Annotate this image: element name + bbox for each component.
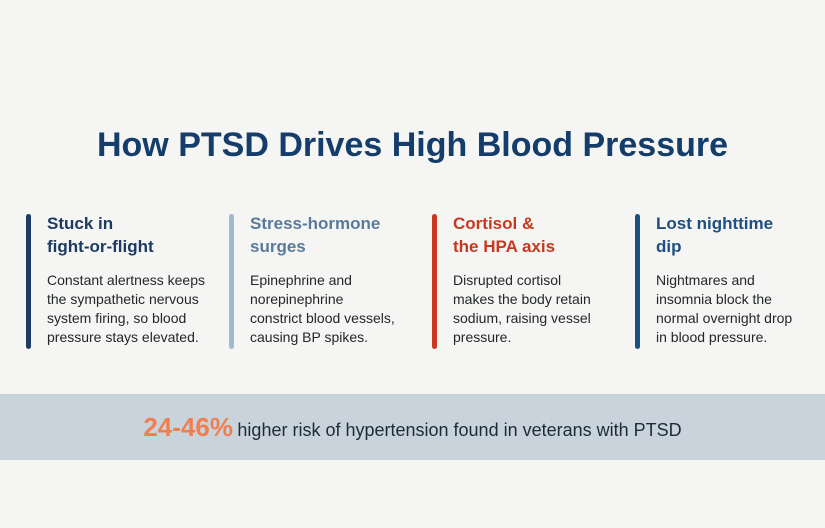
body-line: pressure stays elevated. bbox=[47, 329, 199, 345]
body-line: sodium, raising vessel bbox=[453, 310, 591, 326]
accent-bar bbox=[432, 214, 437, 349]
heading-line: the HPA axis bbox=[453, 237, 556, 256]
stat-figure: 24-46% bbox=[143, 412, 233, 442]
heading-line: Stuck in bbox=[47, 214, 114, 233]
body-line: Constant alertness keeps bbox=[47, 272, 205, 288]
body-line: in blood pressure. bbox=[656, 329, 768, 345]
column-body: Disrupted cortisol makes the body retain s… bbox=[453, 271, 591, 347]
column: Cortisol & the HPA axis Disrupted cortisol… bbox=[432, 214, 622, 349]
accent-bar bbox=[26, 214, 31, 349]
column-heading: Lost nighttime dip bbox=[656, 212, 773, 258]
body-line: causing BP spikes. bbox=[250, 329, 369, 345]
body-line: constrict blood vessels, bbox=[250, 310, 395, 326]
stat-band: 24-46% higher risk of hypertension found… bbox=[0, 394, 825, 460]
heading-line: Cortisol & bbox=[453, 214, 535, 233]
body-line: norepinephrine bbox=[250, 291, 344, 307]
column-heading: Cortisol & the HPA axis bbox=[453, 212, 555, 258]
heading-line: dip bbox=[656, 237, 682, 256]
column-heading: Stuck in fight-or-flight bbox=[47, 212, 154, 258]
body-line: Disrupted cortisol bbox=[453, 272, 562, 288]
accent-bar bbox=[635, 214, 640, 349]
heading-line: surges bbox=[250, 237, 306, 256]
body-line: makes the body retain bbox=[453, 291, 591, 307]
column-body: Epinephrine and norepinephrine constrict b… bbox=[250, 271, 395, 347]
column-body: Nightmares and insomnia block the normal o… bbox=[656, 271, 792, 347]
heading-line: Lost nighttime bbox=[656, 214, 774, 233]
body-line: insomnia block the bbox=[656, 291, 772, 307]
heading-line: fight-or-flight bbox=[47, 237, 154, 256]
body-line: normal overnight drop bbox=[656, 310, 793, 326]
heading-line: Stress-hormone bbox=[250, 214, 381, 233]
stat-text: higher risk of hypertension found in vet… bbox=[237, 420, 682, 440]
column: Stress-hormone surges Epinephrine and norep… bbox=[229, 214, 419, 349]
column: Stuck in fight-or-flight Constant alertnes… bbox=[26, 214, 216, 349]
body-line: Epinephrine and bbox=[250, 272, 352, 288]
body-line: pressure. bbox=[453, 329, 512, 345]
column-body: Constant alertness keeps the sympathetic … bbox=[47, 271, 205, 347]
accent-bar bbox=[229, 214, 234, 349]
title: How PTSD Drives High Blood Pressure bbox=[96, 126, 729, 164]
body-line: Nightmares and bbox=[656, 272, 755, 288]
column: Lost nighttime dip Nightmares and insomnia … bbox=[635, 214, 825, 349]
body-line: the sympathetic nervous bbox=[47, 291, 199, 307]
body-line: system firing, so blood bbox=[47, 310, 187, 326]
column-heading: Stress-hormone surges bbox=[250, 212, 380, 258]
